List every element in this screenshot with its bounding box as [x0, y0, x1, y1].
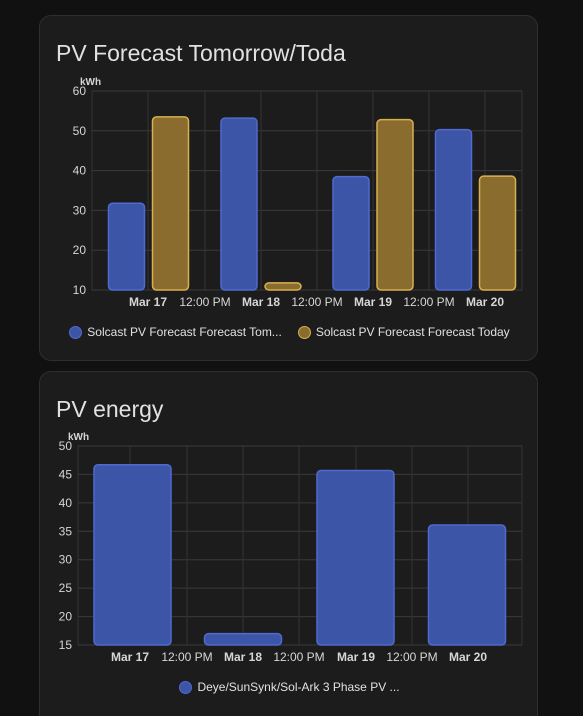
chart-legend: Solcast PV Forecast Forecast Tom... Solca…	[40, 325, 537, 339]
y-tick-label: 30	[73, 203, 87, 217]
legend-label: Solcast PV Forecast Forecast Today	[315, 325, 510, 339]
bar-mar-19-series-2[interactable]	[376, 118, 414, 291]
x-tick-label: 12:00 PM	[273, 650, 324, 664]
y-tick-label: 15	[59, 638, 73, 652]
y-unit-label: kWh	[80, 77, 101, 88]
y-tick-label: 60	[73, 84, 87, 98]
y-tick-label: 40	[73, 164, 87, 178]
x-tick-label: Mar 17	[111, 650, 149, 664]
y-tick-label: 40	[59, 496, 73, 510]
x-tick-label: Mar 17	[129, 295, 167, 309]
legend-item-series-1[interactable]: Deye/SunSynk/Sol-Ark 3 Phase PV ...	[179, 680, 400, 694]
legend-item-series-1[interactable]: Solcast PV Forecast Forecast Tom...	[69, 325, 282, 339]
bar-mar-18-series-1[interactable]	[203, 632, 283, 646]
x-tick-label: Mar 19	[337, 650, 375, 664]
y-tick-label: 45	[59, 467, 73, 481]
pv-energy-card: PV energy 15 20 25 30 35 40 45 50 kWh Mar 17 12:00…	[39, 371, 538, 716]
x-tick-label: Mar 18	[224, 650, 262, 664]
bar-mar-18-series-2[interactable]	[264, 282, 302, 291]
bar-mar-19-series-1[interactable]	[316, 469, 395, 646]
bar-mar-20-series-1[interactable]	[434, 128, 473, 291]
x-tick-label: 12:00 PM	[386, 650, 437, 664]
bar-mar-17-series-1[interactable]	[93, 464, 172, 646]
x-tick-label: 12:00 PM	[179, 295, 230, 309]
bar-mar-18-series-1[interactable]	[220, 117, 258, 291]
legend-label: Deye/SunSynk/Sol-Ark 3 Phase PV ...	[197, 680, 400, 694]
bar-mar-20-series-1[interactable]	[427, 524, 507, 646]
x-tick-label: 12:00 PM	[161, 650, 212, 664]
x-tick-label: Mar 20	[449, 650, 487, 664]
legend-swatch	[179, 680, 193, 694]
y-tick-label: 35	[59, 524, 73, 538]
card-title: PV Forecast Tomorrow/Toda	[56, 40, 346, 66]
y-tick-label: 25	[59, 581, 73, 595]
forecast-card: PV Forecast Tomorrow/Toda 10 20 30 40 50 60 kW…	[39, 15, 538, 361]
y-tick-label: 20	[59, 610, 73, 624]
bar-mar-17-series-1[interactable]	[107, 202, 146, 291]
legend-item-series-2[interactable]: Solcast PV Forecast Forecast Today	[297, 325, 510, 339]
legend-swatch	[297, 325, 311, 339]
bar-mar-19-series-1[interactable]	[332, 175, 370, 291]
legend-label: Solcast PV Forecast Forecast Tom...	[87, 325, 282, 339]
y-tick-label: 20	[73, 243, 87, 257]
y-tick-label: 30	[59, 553, 73, 567]
x-tick-label: Mar 19	[354, 295, 392, 309]
chart-legend: Deye/SunSynk/Sol-Ark 3 Phase PV ...	[40, 680, 537, 694]
y-unit-label: kWh	[68, 432, 89, 443]
bar-mar-17-series-2[interactable]	[151, 116, 190, 291]
bar-mar-20-series-2[interactable]	[478, 175, 517, 291]
y-tick-label: 50	[73, 124, 87, 138]
legend-swatch	[69, 325, 83, 339]
x-tick-label: 12:00 PM	[403, 295, 454, 309]
card-title: PV energy	[56, 396, 164, 422]
x-tick-label: 12:00 PM	[291, 295, 342, 309]
x-tick-label: Mar 18	[242, 295, 280, 309]
x-tick-label: Mar 20	[466, 295, 504, 309]
y-tick-label: 10	[73, 283, 87, 297]
y-tick-label: 50	[59, 439, 73, 453]
